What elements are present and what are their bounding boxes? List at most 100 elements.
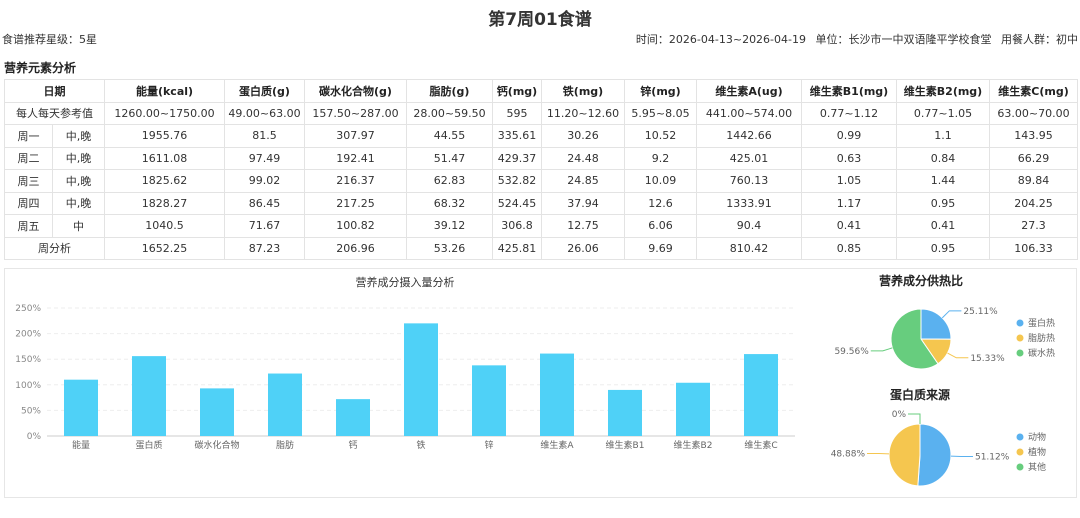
reference-label: 每人每天参考值 (4, 101, 105, 125)
table-cell: 1442.66 (696, 124, 802, 148)
column-header: 维生素C(mg) (989, 79, 1078, 103)
date-header: 日期 (4, 79, 105, 103)
reference-cell: 0.77~1.12 (801, 101, 897, 125)
table-row: 周二 中,晚 1611.08 97.49 192.41 51.47 429.37 24.48 9… (4, 146, 1078, 170)
table-cell: 1825.62 (104, 169, 225, 193)
reference-cell: 28.00~59.50 (406, 101, 493, 125)
bar (268, 373, 302, 436)
bar (676, 382, 710, 436)
recipe-group: 用餐人群：初中 (1001, 33, 1078, 46)
table-cell: 1.1 (896, 124, 990, 148)
table-cell: 37.94 (541, 191, 625, 215)
charts-panel: 营养成分摄入量分析 0% 50% 100% 150% 200% 250% 能量 蛋白质 碳水化合物… (4, 268, 1077, 498)
legend-label: 其他 (1028, 461, 1046, 473)
summary-cell: 0.95 (896, 236, 990, 260)
table-cell: 1.17 (801, 191, 897, 215)
table-header-row: 日期 能量(kcal) 蛋白质(g) 碳水化合物(g) 脂肪(g) 钙(mg) … (4, 79, 1078, 103)
table-cell: 0.63 (801, 146, 897, 170)
table-cell: 143.95 (989, 124, 1078, 148)
table-cell: 1955.76 (104, 124, 225, 148)
bar (540, 353, 574, 436)
table-cell: 1611.08 (104, 146, 225, 170)
meal-cell: 中,晚 (52, 124, 105, 148)
pie-slice-label: 48.88% (831, 450, 866, 460)
y-tick-label: 150% (15, 355, 41, 365)
table-cell: 24.48 (541, 146, 625, 170)
column-header: 维生素A(ug) (696, 79, 802, 103)
table-cell: 307.97 (304, 124, 407, 148)
y-tick-label: 100% (15, 381, 41, 391)
bar (608, 389, 642, 436)
table-cell: 306.8 (492, 214, 542, 238)
summary-cell: 87.23 (224, 236, 305, 260)
table-cell: 44.55 (406, 124, 493, 148)
table-row: 周四 中,晚 1828.27 86.45 217.25 68.32 524.45 37.94 1… (4, 191, 1078, 215)
column-header: 脂肪(g) (406, 79, 493, 103)
summary-cell: 206.96 (304, 236, 407, 260)
table-cell: 12.6 (624, 191, 697, 215)
table-cell: 99.02 (224, 169, 305, 193)
pie-slice (917, 423, 952, 487)
column-header: 维生素B2(mg) (896, 79, 990, 103)
reference-cell: 441.00~574.00 (696, 101, 802, 125)
column-header: 蛋白质(g) (224, 79, 305, 103)
bar (200, 388, 234, 436)
table-cell: 204.25 (989, 191, 1078, 215)
day-cell: 周一 (4, 124, 53, 148)
intake-bar-chart: 营养成分摄入量分析 0% 50% 100% 150% 200% 250% 能量 蛋白质 碳水化合物… (15, 275, 795, 451)
pie-slice-label: 15.33% (970, 354, 1005, 364)
table-cell: 97.49 (224, 146, 305, 170)
table-cell: 760.13 (696, 169, 802, 193)
day-cell: 周四 (4, 191, 53, 215)
table-cell: 24.85 (541, 169, 625, 193)
legend-marker (1016, 448, 1024, 456)
day-cell: 周二 (4, 146, 53, 170)
table-cell: 66.29 (989, 146, 1078, 170)
legend-label: 脂肪热 (1028, 332, 1055, 344)
column-header: 维生素B1(mg) (801, 79, 897, 103)
x-tick-label: 维生素C (744, 439, 777, 451)
pie-label-line (947, 352, 969, 359)
bar (336, 399, 370, 436)
column-header: 钙(mg) (492, 79, 542, 103)
meal-cell: 中 (52, 214, 105, 238)
table-cell: 90.4 (696, 214, 802, 238)
y-tick-label: 0% (27, 432, 42, 442)
pie-chart-title: 营养成分供热比 (879, 273, 963, 288)
table-cell: 51.47 (406, 146, 493, 170)
summary-cell: 1652.25 (104, 236, 225, 260)
column-header: 铁(mg) (541, 79, 625, 103)
legend-label: 碳水热 (1028, 347, 1055, 359)
x-tick-label: 维生素B1 (606, 439, 645, 451)
table-cell: 71.67 (224, 214, 305, 238)
column-header: 碳水化合物(g) (304, 79, 407, 103)
table-cell: 0.41 (801, 214, 897, 238)
pie-slice-label: 25.11% (963, 307, 998, 317)
x-tick-label: 铁 (416, 439, 425, 451)
x-tick-label: 蛋白质 (135, 439, 162, 451)
x-tick-label: 锌 (484, 439, 493, 451)
table-cell: 86.45 (224, 191, 305, 215)
pie-slice-label: 51.12% (975, 452, 1010, 462)
table-cell: 10.09 (624, 169, 697, 193)
legend-marker (1016, 433, 1024, 441)
bar (132, 356, 166, 436)
table-cell: 1.05 (801, 169, 897, 193)
pie-slice (890, 308, 939, 370)
table-cell: 27.3 (989, 214, 1078, 238)
x-tick-label: 能量 (72, 439, 90, 451)
table-cell: 6.06 (624, 214, 697, 238)
summary-cell: 425.81 (492, 236, 542, 260)
table-cell: 1828.27 (104, 191, 225, 215)
table-cell: 425.01 (696, 146, 802, 170)
table-cell: 62.83 (406, 169, 493, 193)
pie-slice-label: 0% (892, 410, 907, 420)
summary-cell: 26.06 (541, 236, 625, 260)
x-tick-label: 维生素A (540, 439, 574, 451)
pie-label-line (908, 413, 921, 424)
recipe-rating: 食谱推荐星级：5星 (2, 33, 97, 46)
table-cell: 192.41 (304, 146, 407, 170)
x-tick-label: 维生素B2 (674, 439, 713, 451)
table-cell: 0.99 (801, 124, 897, 148)
legend-marker (1016, 334, 1024, 342)
